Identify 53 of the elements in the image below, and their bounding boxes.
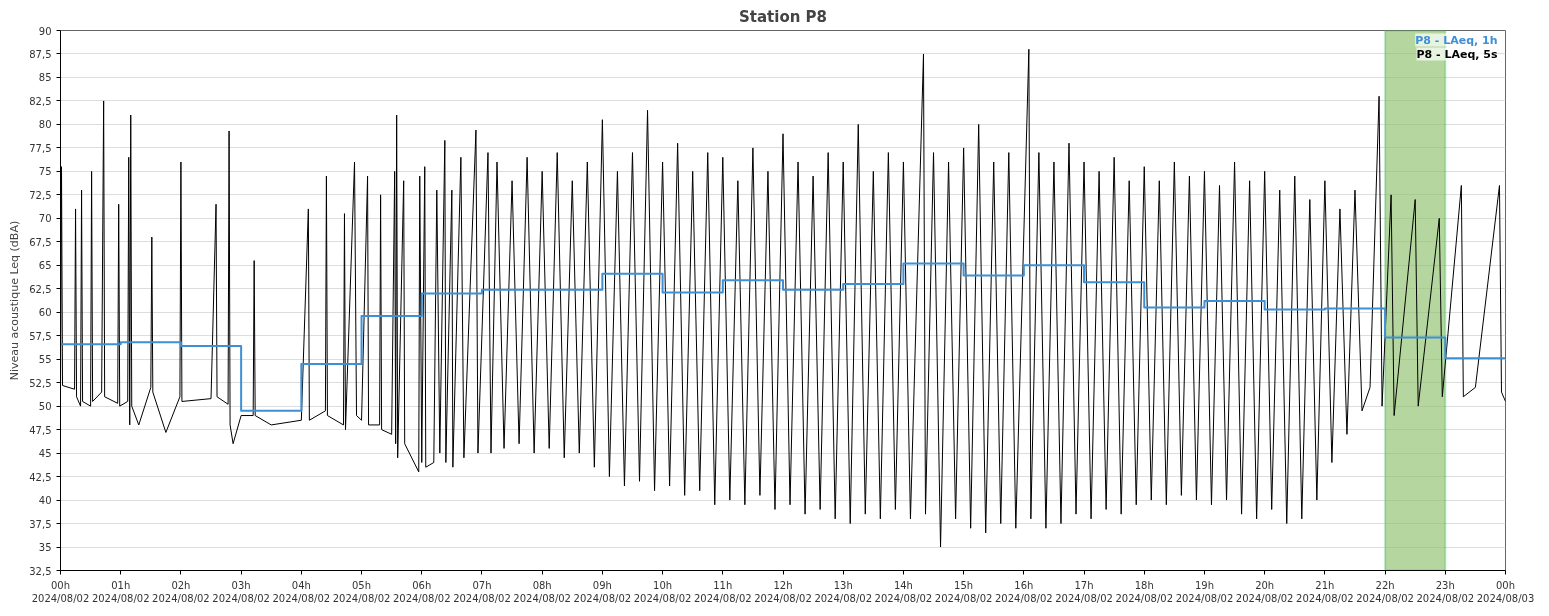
y-tick-label: 50: [38, 401, 52, 413]
x-tick-label: 16h 2024/08/02: [995, 579, 1053, 604]
x-tick-label: 13h 2024/08/02: [814, 579, 873, 604]
y-tick-label: 67,5: [29, 236, 52, 248]
y-tick-label: 35: [38, 542, 52, 554]
y-tick-label: 47,5: [29, 424, 52, 436]
x-tick-label: 10h 2024/08/02: [633, 579, 692, 604]
x-tick-label: 00h 2024/08/02: [31, 579, 90, 604]
x-tick-label: 06h 2024/08/02: [392, 579, 451, 604]
x-tick-label: 21h 2024/08/02: [1296, 579, 1354, 604]
x-tick-label: 01h 2024/08/02: [91, 579, 150, 604]
x-tick-label: 04h 2024/08/02: [272, 579, 331, 604]
y-tick-label: 77,5: [29, 142, 52, 154]
x-tick-label: 20h 2024/08/02: [1235, 579, 1294, 604]
y-tick-label: 60: [38, 307, 52, 319]
y-tick-label: 32,5: [29, 565, 52, 577]
y-tick-label: 82,5: [29, 95, 52, 107]
text: P8 - LAeq, 5s: [1416, 47, 1498, 61]
x-tick-label: 08h 2024/08/02: [513, 579, 571, 604]
x-tick-label: 11h 2024/08/02: [693, 579, 752, 604]
y-tick-label: 87,5: [29, 48, 52, 60]
y-axis-title: Niveau acoustique Leq (dBA): [8, 220, 22, 381]
y-tick-label: 62,5: [29, 283, 52, 295]
x-tick-label: 09h 2024/08/02: [573, 579, 632, 604]
y-tick-label: 40: [38, 495, 52, 507]
x-tick-label: 00h 2024/08/03: [1476, 579, 1535, 604]
y-tick-label: 52,5: [29, 377, 52, 389]
x-tick-label: 15h 2024/08/02: [934, 579, 993, 604]
y-tick-label: 45: [38, 448, 52, 460]
x-tick-label: 03h 2024/08/02: [212, 579, 270, 604]
y-tick-label: 75: [38, 166, 52, 178]
x-tick-label: 12h 2024/08/02: [754, 579, 812, 604]
x-tick-label: 14h 2024/08/02: [874, 579, 933, 604]
text: P8 - LAeq, 1h: [1415, 33, 1498, 47]
y-tick-label: 90: [38, 25, 52, 37]
y-tick-label: 65: [38, 260, 52, 272]
y-tick-label: 70: [38, 213, 52, 225]
x-tick-label: 22h 2024/08/02: [1356, 579, 1414, 604]
x-tick-label: 17h 2024/08/02: [1055, 579, 1113, 604]
x-tick-label: 23h 2024/08/02: [1416, 579, 1475, 604]
y-tick-label: 42,5: [29, 471, 52, 483]
y-tick-label: 55: [38, 354, 52, 366]
y-tick-label: 57,5: [29, 330, 52, 342]
y-tick-label: 37,5: [29, 518, 52, 530]
y-tick-label: 85: [38, 72, 52, 84]
x-tick-label: 18h 2024/08/02: [1115, 579, 1174, 604]
x-tick-label: 02h 2024/08/02: [152, 579, 210, 604]
chart-title: Station P8: [738, 7, 828, 26]
x-tick-label: 05h 2024/08/02: [332, 579, 391, 604]
x-tick-label: 07h 2024/08/02: [453, 579, 511, 604]
x-tick-label: 19h 2024/08/02: [1175, 579, 1234, 604]
y-tick-label: 80: [38, 119, 52, 131]
y-tick-label: 72,5: [29, 189, 52, 201]
